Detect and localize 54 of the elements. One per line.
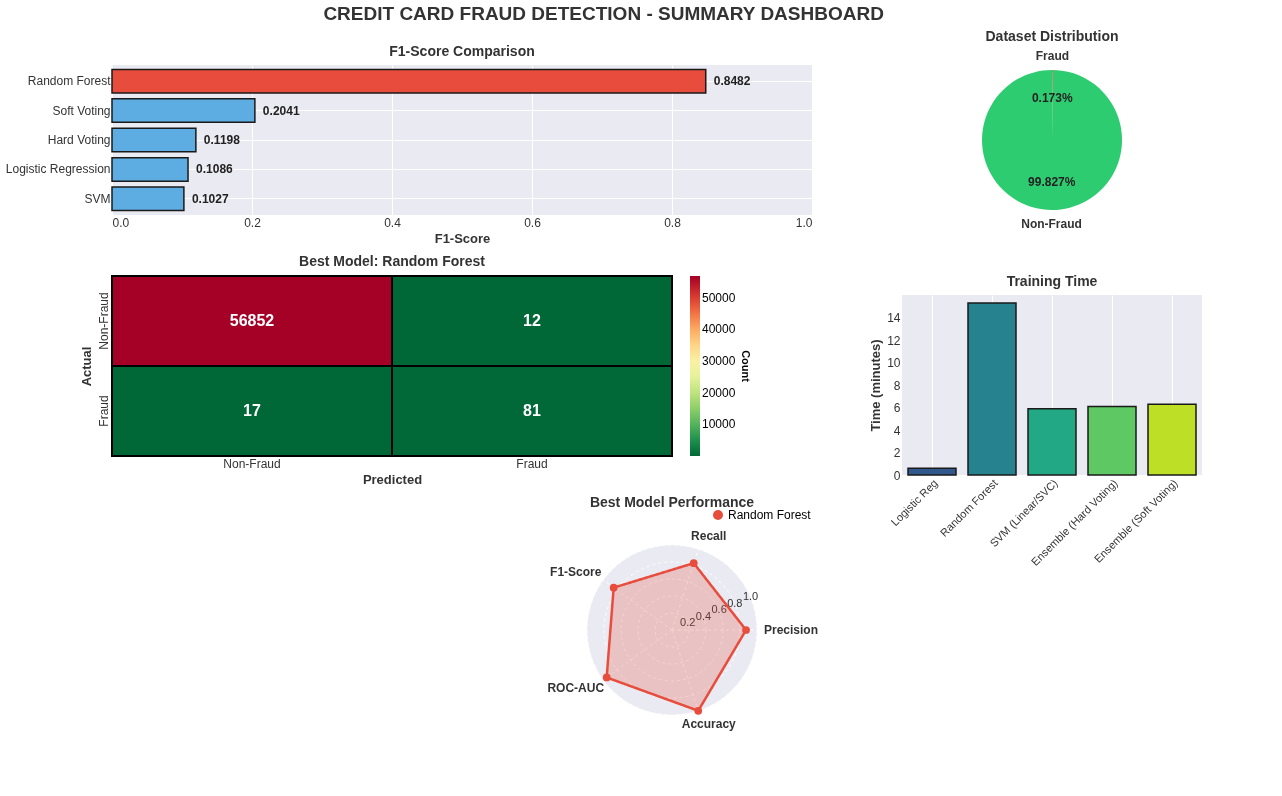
color-bar-title: Count [740,350,752,383]
x-tick-label: 0.4 [384,215,402,230]
y-tick-label: 12 [887,333,901,348]
y-tick-label: 4 [893,423,901,438]
x-tick-label: 0.8 [664,215,682,230]
slice-label: Fraud [1035,49,1070,63]
x-tick-label: 1.0 [795,215,813,230]
chart-title: Best Model Performance [589,494,755,510]
data-label: 81 [523,402,541,419]
color-bar-label: 20000 [702,385,736,400]
y-tick-label: 10 [887,356,901,370]
spoke-label: ROC-AUC [547,681,605,696]
y-tick-label: Hard Voting [47,133,111,147]
y-tick-label: 14 [887,311,901,325]
data-label: 0.173% [1031,91,1073,105]
data-label: 12 [523,312,541,329]
x-tick-label: 0.0 [112,215,130,230]
y-axis-title: Time (minutes) [868,339,884,432]
y-tick-label: Soft Voting [52,103,111,118]
y-tick-label: 6 [893,401,901,415]
x-tick-label: 0.6 [524,215,542,230]
x-axis-title: Predicted [362,471,423,487]
y-tick-label: Non-Fraud [96,292,111,350]
chart-title: Dataset Distribution [985,28,1119,44]
spoke-label: F1-Score [550,564,602,579]
chart-title: Best Model: Random Forest [299,253,486,269]
spoke-label: Recall [691,528,727,543]
spoke-label: Accuracy [681,717,737,732]
data-label: 0.2041 [262,103,300,118]
x-axis-title: F1-Score [434,230,491,246]
color-bar-label: 40000 [702,322,736,337]
data-label: 0.1086 [196,162,234,177]
data-label: 99.827% [1028,175,1076,189]
chart-title: F1-Score Comparison [389,43,535,59]
y-tick-label: 8 [893,378,901,393]
y-tick-label: 0 [893,468,901,483]
color-bar-label: 50000 [702,290,736,305]
data-label: 0.1198 [203,133,241,147]
text: CREDIT CARD FRAUD DETECTION - SUMMARY DASHBOARD [323,3,884,24]
x-tick-label: 0.2 [244,215,262,230]
y-tick-label: Random Forest [27,74,112,89]
data-label: 17 [243,402,261,419]
y-tick-label: Logistic Regression [5,162,111,177]
y-tick-label: 2 [893,446,901,460]
y-tick-label: Fraud [96,395,111,427]
color-bar-label: 30000 [702,354,736,369]
data-label: 56852 [229,312,275,329]
chart-title: Training Time [1006,273,1098,289]
y-tick-label: SVM [84,191,111,206]
spoke-label: Precision [763,623,819,637]
data-label: 0.8482 [713,74,751,89]
data-label: 0.1027 [191,191,229,206]
color-bar-label: 10000 [702,417,736,432]
y-axis-title: Actual [78,346,94,387]
